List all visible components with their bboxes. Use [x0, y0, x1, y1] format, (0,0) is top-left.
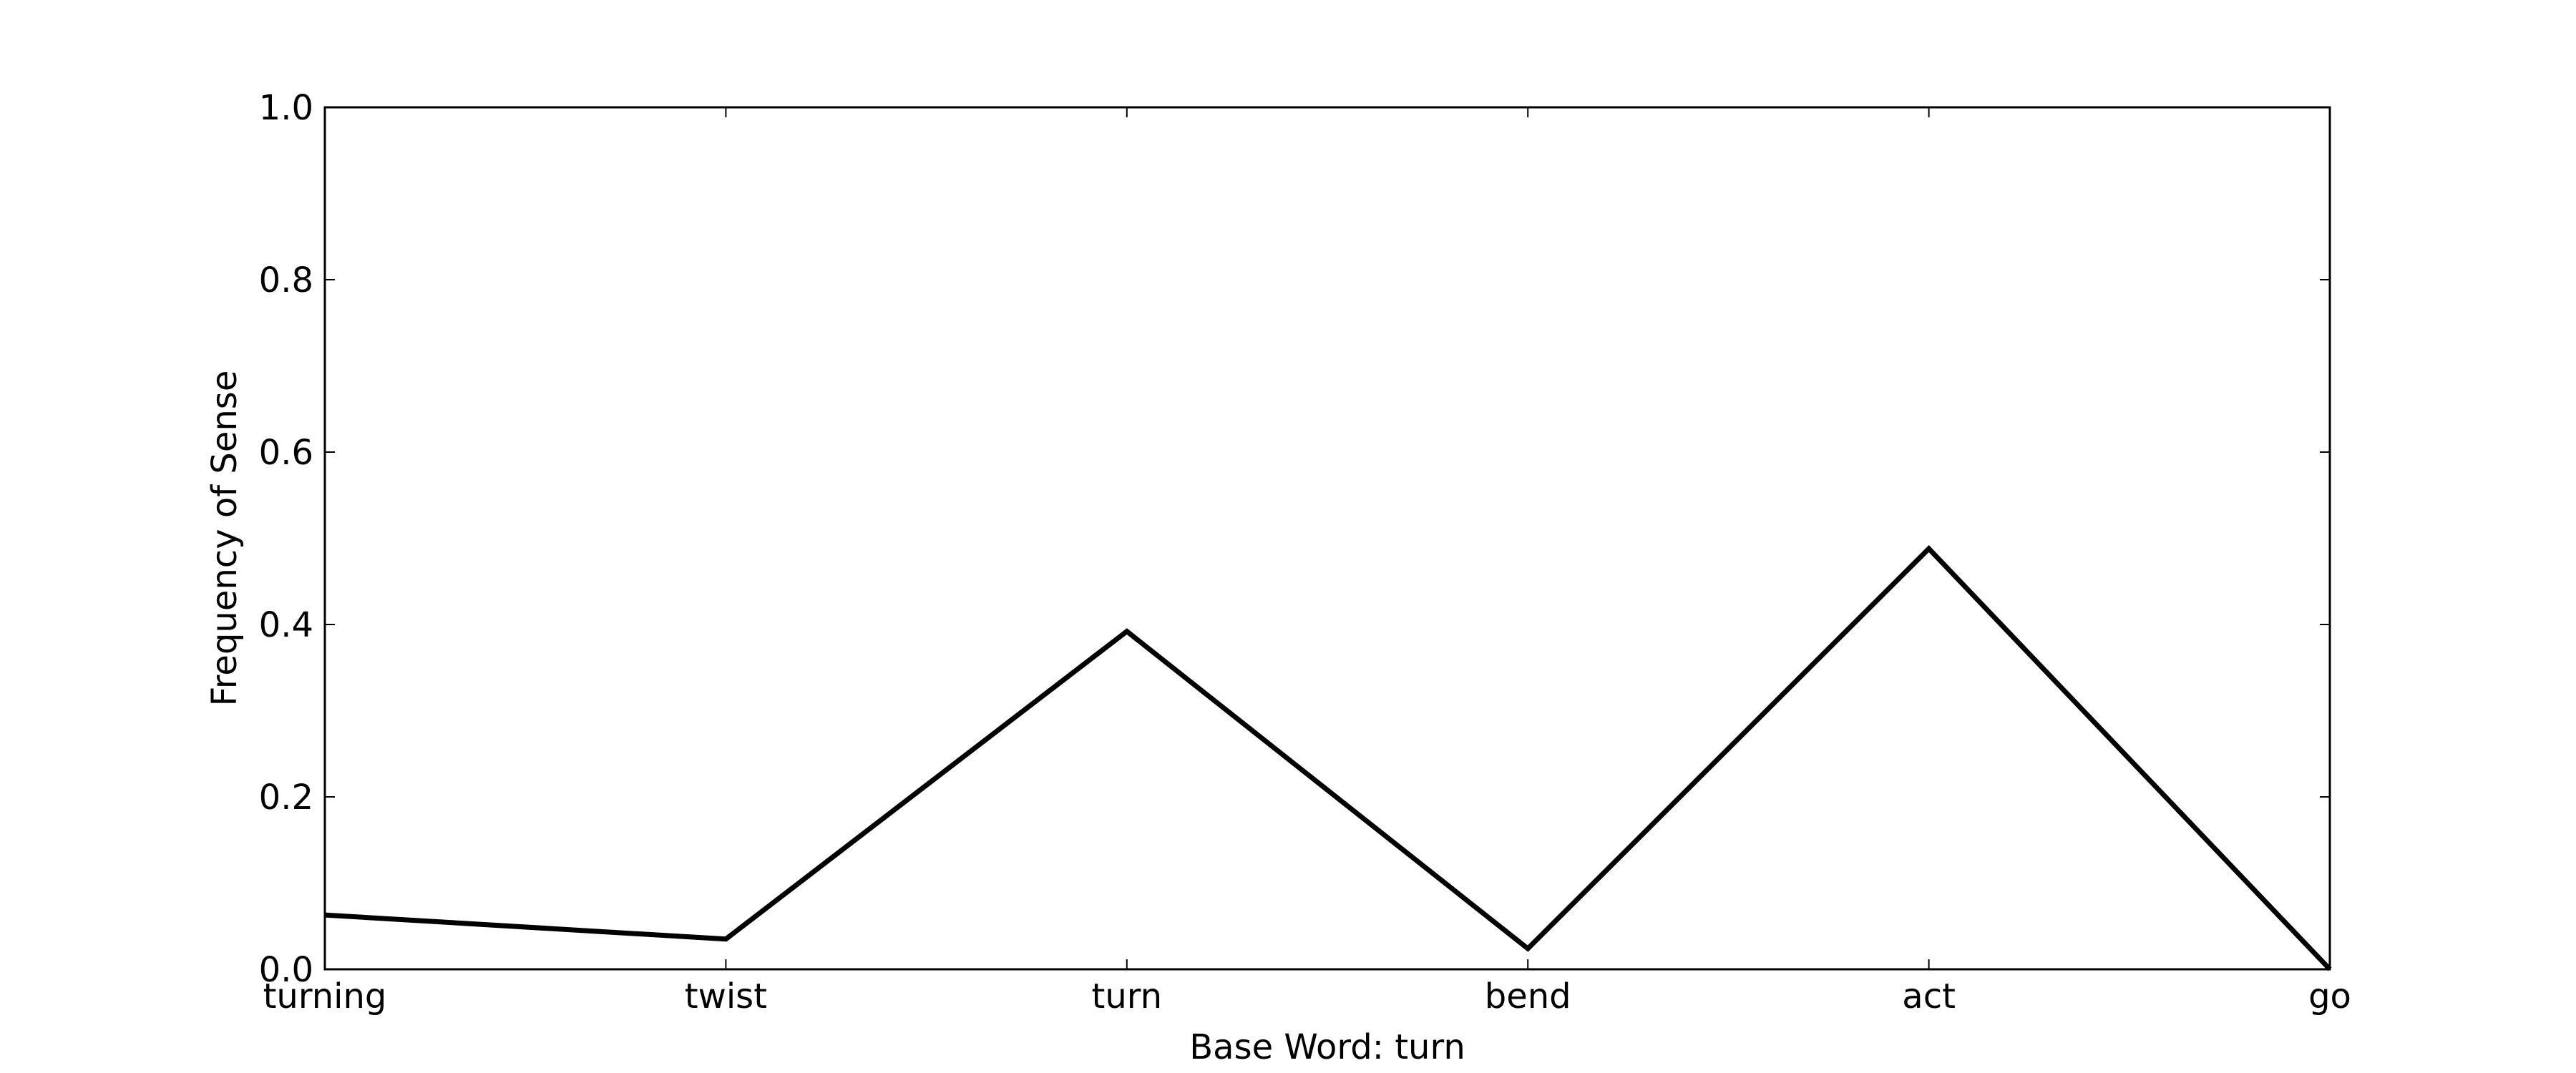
- x-tick-label: turn: [1092, 976, 1163, 1016]
- y-tick-label: 0.2: [259, 778, 313, 818]
- y-tick-label: 1.0: [259, 88, 313, 128]
- x-tick-label: turning: [263, 976, 387, 1016]
- y-tick-label: 0.0: [259, 950, 313, 990]
- x-tick-label: go: [2308, 976, 2351, 1016]
- x-tick-label: act: [1902, 976, 1956, 1016]
- y-tick-label: 0.8: [259, 260, 313, 300]
- y-axis-label: Frequency of Sense: [205, 371, 245, 707]
- x-tick-label: bend: [1485, 976, 1571, 1016]
- series-line: [324, 544, 2332, 971]
- tick-layer: 0.0 0.2 0.4 0.6 0.8 1.0 turning twist turn bend ac…: [259, 88, 2351, 1016]
- plot-frame: [323, 106, 2331, 971]
- y-tick-label: 0.6: [259, 433, 313, 473]
- x-tick-label: twist: [685, 976, 767, 1016]
- y-tick-label: 0.4: [259, 605, 313, 645]
- x-axis-label: Base Word: turn: [1189, 1027, 1465, 1067]
